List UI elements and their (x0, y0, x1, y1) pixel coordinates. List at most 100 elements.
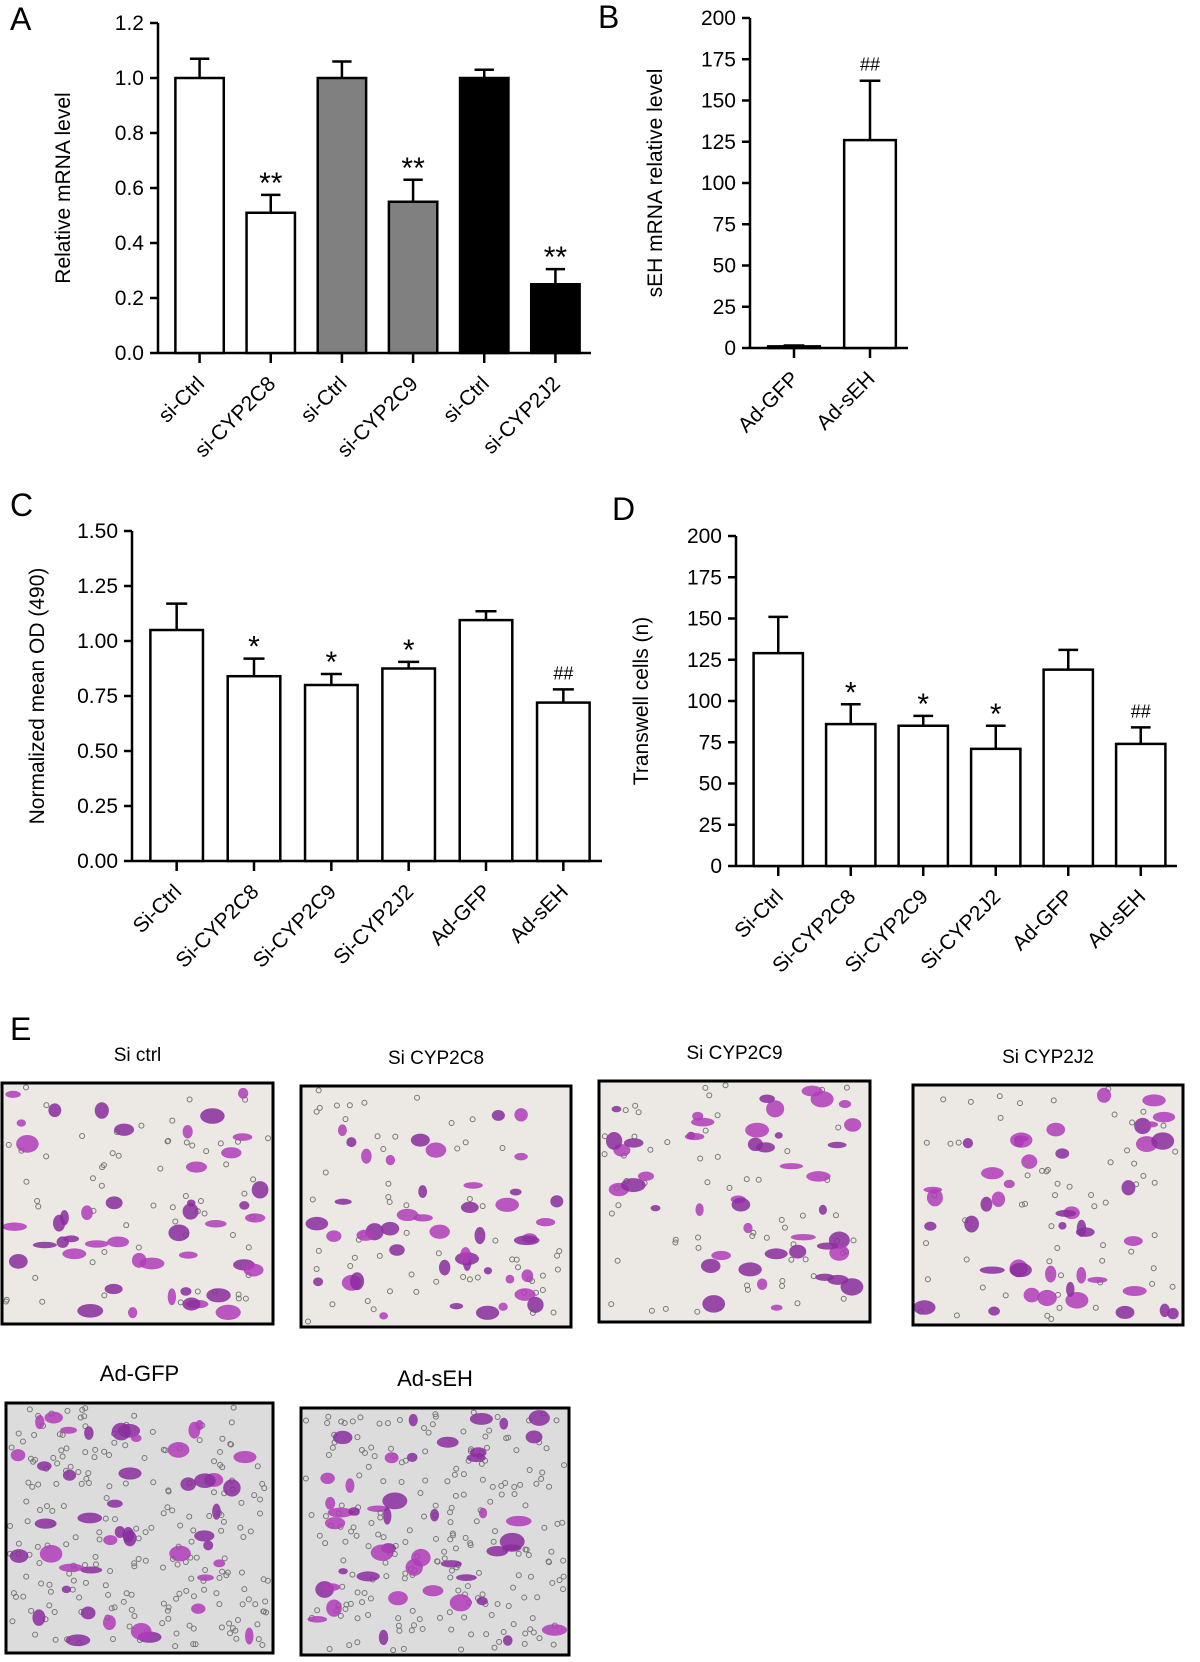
pore (367, 1595, 374, 1602)
pore (788, 1256, 795, 1263)
pore (802, 1256, 809, 1263)
pore (697, 1155, 704, 1162)
cell (988, 1306, 1000, 1316)
pore (122, 1480, 129, 1487)
pore (242, 1295, 249, 1302)
pore (953, 1312, 960, 1319)
cell (130, 1434, 142, 1443)
cell (9, 1549, 29, 1563)
pore (120, 1598, 127, 1605)
cell (1023, 1287, 1040, 1303)
pore (350, 1524, 357, 1531)
pore (305, 1318, 312, 1325)
pore (354, 1434, 361, 1441)
pore (513, 1447, 520, 1454)
pore (1048, 1223, 1055, 1230)
cell (385, 1154, 396, 1166)
significance-label: * (248, 631, 260, 664)
pore (416, 1616, 423, 1623)
cell (650, 1204, 661, 1212)
pore (52, 1636, 59, 1643)
pore (79, 1133, 86, 1140)
pore (1046, 1258, 1053, 1265)
pore (183, 1587, 190, 1594)
cell (1151, 1132, 1175, 1150)
pore (778, 1216, 785, 1223)
pore (361, 1449, 368, 1456)
pore (1043, 1168, 1050, 1175)
cell (460, 1247, 472, 1264)
cell (430, 1508, 440, 1522)
pore (608, 1210, 615, 1217)
pore (85, 1470, 92, 1477)
pore (548, 1548, 555, 1555)
y-tick-label: 150 (687, 608, 722, 631)
pore (554, 1266, 561, 1273)
cell (745, 1122, 770, 1138)
pore (695, 1234, 702, 1241)
bar (752, 651, 805, 868)
pore (218, 1624, 225, 1631)
pore (1066, 1183, 1073, 1190)
pore (533, 1480, 540, 1487)
pore (235, 1291, 242, 1298)
pore (108, 1605, 115, 1612)
pore (308, 1512, 315, 1519)
pore (39, 1298, 46, 1305)
pore (435, 1250, 442, 1257)
pore (309, 1196, 316, 1203)
pore (843, 1084, 850, 1091)
pore (150, 1202, 157, 1209)
pore (203, 1148, 210, 1155)
bar (824, 722, 877, 868)
x-tick-label: si-Ctrl (439, 372, 494, 427)
cell (1055, 1148, 1070, 1159)
pore (27, 1455, 34, 1462)
pore (238, 1569, 245, 1576)
pore (338, 1418, 345, 1425)
pore (527, 1573, 534, 1580)
cell (114, 1525, 126, 1538)
pore (254, 1621, 261, 1628)
pore (635, 1109, 642, 1116)
cell (483, 1267, 493, 1275)
pore (515, 1550, 522, 1557)
pore (201, 1210, 208, 1217)
pore (303, 1417, 310, 1424)
pore (8, 1444, 15, 1451)
pore (250, 1176, 257, 1183)
pore (560, 1557, 567, 1564)
pore (473, 1518, 480, 1525)
cell (326, 1599, 342, 1617)
cell (191, 1603, 206, 1614)
pore (840, 1295, 847, 1302)
pore (1056, 1304, 1063, 1311)
micrograph-frame (4, 1401, 275, 1655)
pore (455, 1587, 462, 1594)
pore (148, 1524, 155, 1531)
cell (32, 1609, 46, 1626)
cell (521, 1269, 534, 1283)
cell (178, 1251, 198, 1259)
cell (182, 1124, 193, 1139)
pore (79, 1406, 86, 1413)
pore (543, 1445, 550, 1452)
pore (264, 1577, 271, 1584)
cell (1122, 1286, 1147, 1296)
cell (779, 1163, 804, 1170)
pore (1169, 1283, 1176, 1290)
cell (605, 1132, 623, 1150)
cell (422, 1585, 444, 1597)
panel-label: B (598, 0, 619, 35)
pore (474, 1274, 481, 1281)
cell (356, 1571, 380, 1582)
pore (370, 1306, 377, 1313)
cell (425, 1142, 447, 1158)
bar (149, 628, 205, 863)
pore (115, 1152, 122, 1159)
pore (77, 1414, 84, 1421)
cell (321, 1583, 341, 1591)
pore (43, 1503, 50, 1510)
pore (380, 1534, 387, 1541)
pore (255, 1636, 262, 1643)
